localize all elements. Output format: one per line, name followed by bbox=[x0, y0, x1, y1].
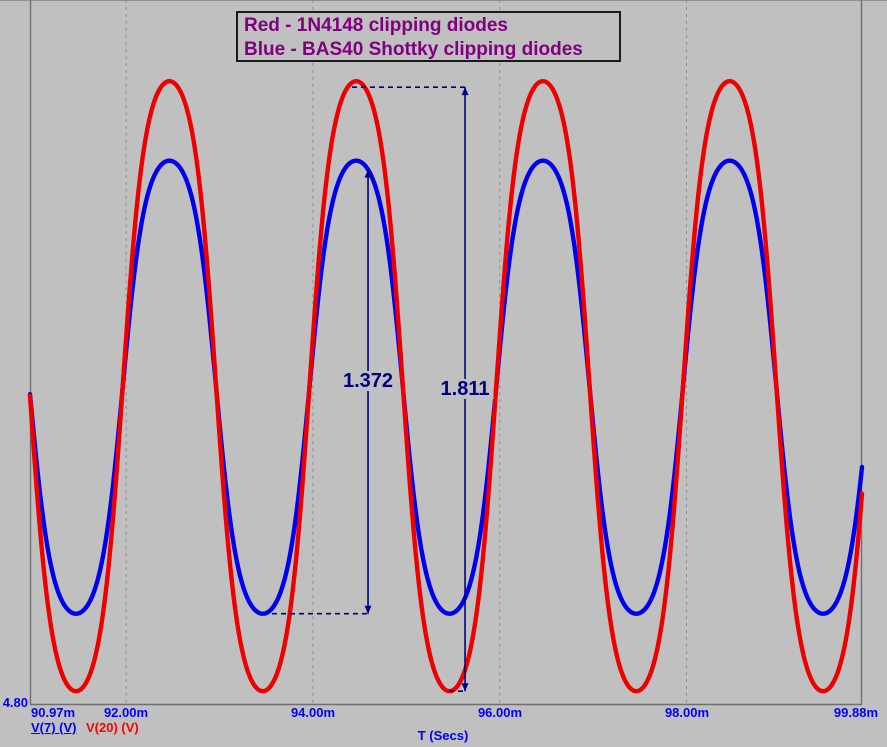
x-tick-96-00m: 96.00m bbox=[477, 705, 523, 720]
legend-line-blue: Blue - BAS40 Shottky clipping diodes bbox=[244, 39, 583, 60]
legend-text-box[interactable]: Red - 1N4148 clipping diodes Blue - BAS4… bbox=[236, 11, 621, 62]
blue-trace-v7 bbox=[27, 158, 865, 616]
x-axis-title: T (Secs) bbox=[417, 728, 469, 743]
x-tick-98-00m: 98.00m bbox=[664, 705, 710, 720]
legend-line-red: Red - 1N4148 clipping diodes bbox=[244, 15, 508, 36]
x-tick-90-97m: 90.97m bbox=[31, 705, 76, 720]
x-tick-94-00m: 94.00m bbox=[290, 705, 336, 720]
measurement-value-1811[interactable]: 1.811 bbox=[436, 379, 494, 399]
y-axis-bottom-tick: 4.80 bbox=[2, 695, 28, 710]
x-tick-92-00m: 92.00m bbox=[103, 705, 149, 720]
plot-area-border bbox=[29, 0, 863, 706]
measurement-arrow-1372 bbox=[262, 169, 372, 615]
measurement-value-1372[interactable]: 1.372 bbox=[338, 371, 398, 391]
vertical-gridlines bbox=[0, 0, 887, 704]
red-trace-v20 bbox=[27, 78, 865, 694]
x-tick-99-88m: 99.88m bbox=[833, 705, 878, 720]
trace-label-v7[interactable]: V(7) (V) bbox=[31, 720, 77, 735]
trace-label-v20[interactable]: V(20) (V) bbox=[86, 720, 139, 735]
